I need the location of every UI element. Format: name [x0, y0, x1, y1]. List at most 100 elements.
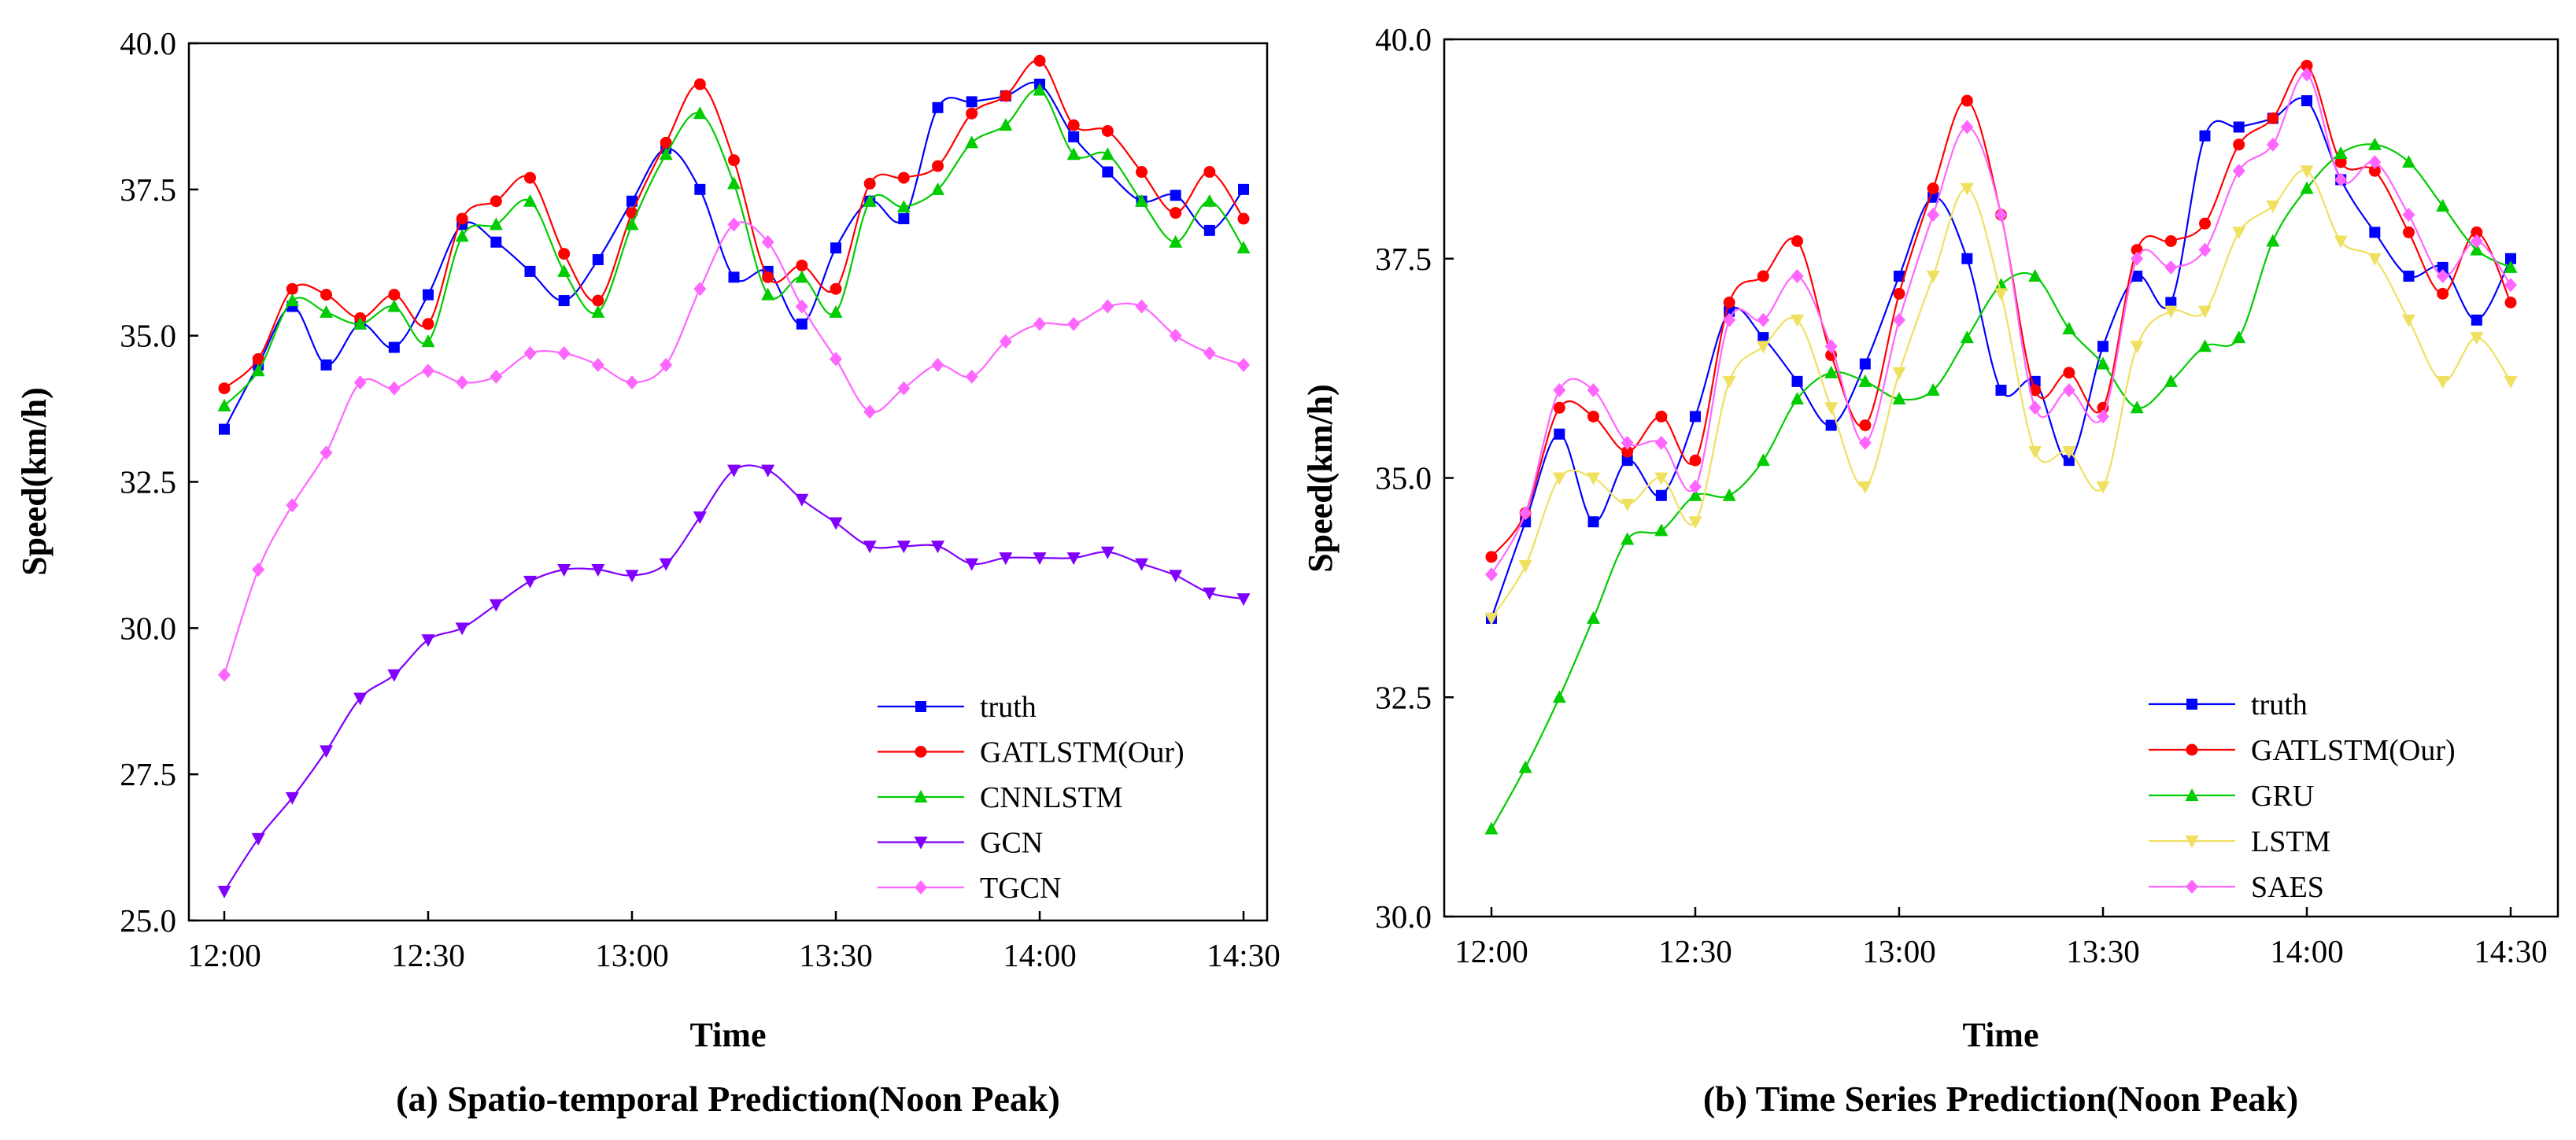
chart-b-data-point	[2198, 242, 2212, 257]
chart-b-data-point	[1994, 278, 2008, 291]
chart-b-data-point	[2028, 446, 2042, 459]
chart-a-data-point	[388, 289, 401, 301]
chart-b-data-point	[2028, 269, 2042, 282]
chart-a-data-point	[863, 177, 876, 190]
chart-b-data-point	[1587, 383, 1600, 397]
chart-a-data-point	[285, 293, 299, 307]
chart-a-data-point	[863, 404, 877, 419]
chart-b-series-line	[1491, 64, 2511, 558]
chart-a-data-point	[896, 540, 911, 554]
chart-a-data-point	[1169, 234, 1183, 248]
chart-b-data-point	[1757, 332, 1769, 344]
chart-a-data-point	[218, 382, 231, 395]
chart-a-data-point	[1169, 328, 1182, 343]
chart-b-data-point	[1757, 312, 1770, 327]
chart-a-data-point	[999, 334, 1012, 349]
chart-a-x-tick-label: 13:30	[799, 937, 872, 973]
chart-b-data-point	[2233, 121, 2245, 133]
chart-a-data-point	[489, 217, 503, 231]
chart-a-data-point	[1068, 131, 1080, 142]
chart-a-y-tick-label: 30.0	[120, 610, 176, 646]
chart-b-x-tick-label: 14:00	[2270, 933, 2343, 969]
chart-a-data-point	[387, 669, 401, 682]
chart-b-data-point	[1926, 383, 1940, 396]
chart-b-data-point	[2164, 260, 2178, 275]
chart-a-data-point	[965, 135, 979, 149]
chart-b-data-point	[1654, 472, 1669, 485]
chart-b-data-point	[1791, 392, 1804, 405]
chart-a-data-point	[1102, 166, 1114, 178]
chart-b-data-point	[1587, 410, 1599, 422]
chart-b-data-point	[2232, 227, 2246, 240]
chart-b-data-point	[2368, 155, 2382, 170]
chart-a-data-point	[557, 264, 571, 277]
chart-b-data-point	[2232, 164, 2245, 179]
chart-a-data-point	[829, 517, 843, 530]
chart-b-data-point	[1484, 821, 1499, 835]
chart-a: (a) Spatio-temporal Prediction(Noon Peak…	[15, 25, 1281, 1119]
chart-a-data-point	[999, 552, 1013, 566]
chart-a-data-point	[830, 242, 841, 254]
chart-b-data-point	[1791, 314, 1804, 327]
chart-a-data-point	[999, 118, 1013, 131]
chart-a-data-point	[1101, 299, 1114, 314]
chart-b-data-point	[1654, 523, 1669, 537]
chart-b-data-point	[2403, 271, 2415, 282]
chart-a-data-point	[422, 318, 434, 330]
chart-b-y-axis-title: Speed(km/h)	[1301, 384, 1340, 573]
chart-b-legend-item: GATLSTM(Our)	[2149, 734, 2456, 767]
chart-b-data-point	[2437, 287, 2449, 300]
chart-a-data-point	[761, 234, 774, 249]
chart-b-series-line	[1491, 143, 2511, 830]
chart-a-data-point	[353, 375, 367, 390]
chart-a-data-point	[694, 183, 706, 195]
chart-a-y-axis-title: Speed(km/h)	[15, 387, 54, 576]
chart-b-data-point	[1587, 611, 1600, 624]
chart-a-data-point	[660, 136, 672, 149]
chart-a-data-point	[1135, 558, 1148, 571]
chart-b-data-point	[1655, 489, 1667, 501]
chart-b-legend-marker	[2185, 788, 2199, 801]
chart-a-data-point	[421, 334, 435, 348]
chart-b-data-point	[2301, 95, 2312, 107]
chart-b-data-point	[1791, 234, 1803, 247]
chart-a-y-tick-label: 37.5	[120, 172, 176, 208]
chart-b-x-axis-title: Time	[1963, 1016, 2039, 1054]
chart-b-data-point	[1825, 419, 1837, 431]
chart-a-data-point	[896, 200, 911, 213]
chart-a-data-point	[727, 176, 741, 190]
chart-a-data-point	[1203, 345, 1216, 360]
chart-a-legend-item: GATLSTM(Our)	[878, 736, 1185, 769]
chart-a-data-point	[489, 599, 503, 612]
chart-a-data-point	[1100, 147, 1114, 160]
chart-a-data-point	[523, 194, 537, 207]
chart-a-data-point	[422, 363, 434, 378]
chart-a-data-point	[218, 667, 231, 682]
chart-a-data-point	[1066, 147, 1081, 160]
chart-b-data-point	[2199, 217, 2211, 230]
chart-a-data-point	[455, 229, 469, 242]
chart-a-data-point	[795, 270, 809, 283]
chart-b-legend-marker	[2186, 699, 2197, 710]
chart-a-series-line	[224, 81, 1244, 430]
chart-b-data-point	[1722, 488, 1736, 501]
chart-a-legend-marker	[915, 701, 926, 712]
chart-b-data-point	[1893, 312, 1905, 327]
chart-b-data-point	[2029, 384, 2042, 397]
chart-b-data-point	[2436, 375, 2450, 389]
chart-b-data-point	[1995, 385, 2007, 396]
chart-b-data-point	[2504, 260, 2518, 273]
chart-b-y-tick-label: 32.5	[1375, 679, 1432, 715]
chart-b-data-point	[1961, 94, 1973, 107]
chart-a-data-point	[693, 282, 707, 297]
chart-a-legend-marker	[915, 880, 927, 895]
chart-a-data-point	[1101, 125, 1114, 137]
chart-b-x-tick-label: 13:30	[2066, 933, 2139, 969]
chart-a-data-point	[1203, 194, 1217, 207]
chart-a-data-point	[1203, 587, 1217, 600]
chart-b-data-point	[1654, 435, 1668, 450]
chart-a-data-point	[829, 304, 843, 318]
chart-a-data-point	[320, 304, 333, 318]
chart-b-y-tick-label: 40.0	[1375, 21, 1432, 57]
chart-a-data-point	[1066, 552, 1081, 566]
